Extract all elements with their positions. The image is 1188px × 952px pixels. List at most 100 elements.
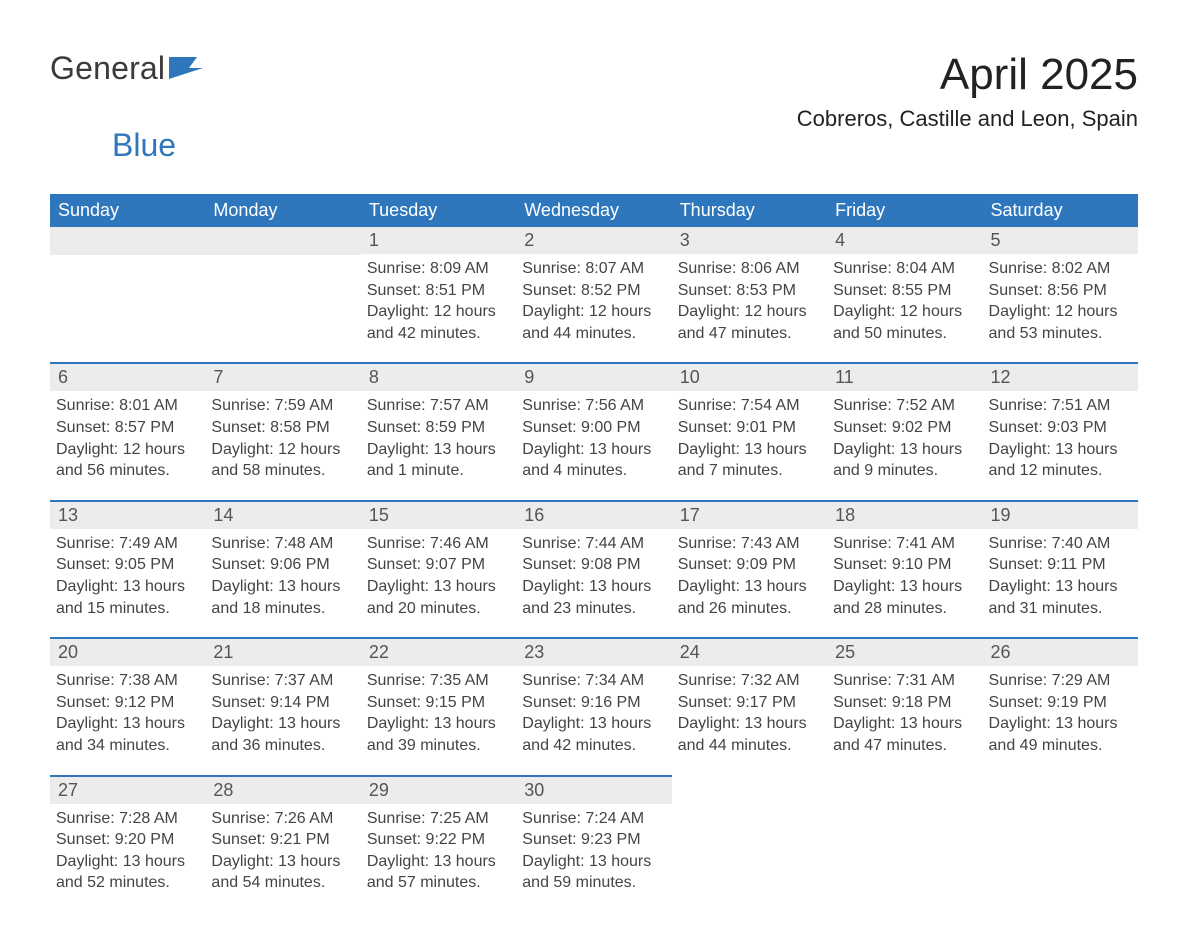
- sunset-text: Sunset: 8:58 PM: [211, 417, 354, 439]
- calendar-week-row: 13 Sunrise: 7:49 AMSunset: 9:05 PMDayligh…: [50, 501, 1138, 638]
- calendar-day-cell: 10 Sunrise: 7:54 AMSunset: 9:01 PMDayligh…: [672, 363, 827, 500]
- calendar-day-cell: 29Sunrise: 7:25 AMSunset: 9:22 PMDayligh…: [361, 776, 516, 912]
- calendar-day-cell: 26Sunrise: 7:29 AMSunset: 9:19 PMDayligh…: [983, 638, 1138, 775]
- day-details: Sunrise: 8:07 AMSunset: 8:52 PMDaylight:…: [522, 258, 665, 344]
- day-details: Sunrise: 7:40 AMSunset: 9:11 PMDaylight:…: [989, 533, 1132, 619]
- sunset-text: Sunset: 8:51 PM: [367, 280, 510, 302]
- calendar-day-cell: 22Sunrise: 7:35 AMSunset: 9:15 PMDayligh…: [361, 638, 516, 775]
- sunrise-text: Sunrise: 7:43 AM: [678, 533, 821, 555]
- day-details: Sunrise: 7:26 AMSunset: 9:21 PMDaylight:…: [211, 808, 354, 894]
- daylight-text: Daylight: 13 hours and 23 minutes.: [522, 576, 665, 619]
- calendar-day-cell: 13 Sunrise: 7:49 AMSunset: 9:05 PMDayligh…: [50, 501, 205, 638]
- daylight-text: Daylight: 13 hours and 12 minutes.: [989, 439, 1132, 482]
- day-details: Sunrise: 7:56 AMSunset: 9:00 PMDaylight:…: [522, 395, 665, 481]
- weekday-header: Friday: [827, 194, 982, 227]
- day-number: 25: [827, 639, 982, 666]
- sunset-text: Sunset: 9:03 PM: [989, 417, 1132, 439]
- day-number: 13: [50, 502, 205, 529]
- day-number: 14: [205, 502, 360, 529]
- day-number: [205, 227, 360, 255]
- sunset-text: Sunset: 8:59 PM: [367, 417, 510, 439]
- day-number: 2: [516, 227, 671, 254]
- daylight-text: Daylight: 13 hours and 44 minutes.: [678, 713, 821, 756]
- calendar-day-cell: 18 Sunrise: 7:41 AMSunset: 9:10 PMDayligh…: [827, 501, 982, 638]
- day-number: 24: [672, 639, 827, 666]
- calendar-day-cell: 24Sunrise: 7:32 AMSunset: 9:17 PMDayligh…: [672, 638, 827, 775]
- sunrise-text: Sunrise: 8:01 AM: [56, 395, 199, 417]
- calendar-day-cell: 17 Sunrise: 7:43 AMSunset: 9:09 PMDayligh…: [672, 501, 827, 638]
- day-number: 11: [827, 364, 982, 391]
- day-details: Sunrise: 7:37 AMSunset: 9:14 PMDaylight:…: [211, 670, 354, 756]
- day-number: 5: [983, 227, 1138, 254]
- calendar-day-cell: 6Sunrise: 8:01 AMSunset: 8:57 PMDaylight…: [50, 363, 205, 500]
- day-details: Sunrise: 7:59 AMSunset: 8:58 PMDaylight:…: [211, 395, 354, 481]
- day-details: Sunrise: 7:49 AMSunset: 9:05 PMDaylight:…: [56, 533, 199, 619]
- sunrise-text: Sunrise: 7:32 AM: [678, 670, 821, 692]
- calendar-day-cell: 3 Sunrise: 8:06 AMSunset: 8:53 PMDaylight…: [672, 227, 827, 363]
- calendar-week-row: 6Sunrise: 8:01 AMSunset: 8:57 PMDaylight…: [50, 363, 1138, 500]
- weekday-header: Wednesday: [516, 194, 671, 227]
- day-number: 21: [205, 639, 360, 666]
- sunset-text: Sunset: 9:12 PM: [56, 692, 199, 714]
- day-number: [983, 777, 1138, 805]
- sunset-text: Sunset: 9:19 PM: [989, 692, 1132, 714]
- sunrise-text: Sunrise: 7:52 AM: [833, 395, 976, 417]
- day-number: 28: [205, 777, 360, 804]
- daylight-text: Daylight: 12 hours and 56 minutes.: [56, 439, 199, 482]
- weekday-header: Tuesday: [361, 194, 516, 227]
- day-number: 9: [516, 364, 671, 391]
- day-number: 20: [50, 639, 205, 666]
- sunrise-text: Sunrise: 7:34 AM: [522, 670, 665, 692]
- sunrise-text: Sunrise: 7:29 AM: [989, 670, 1132, 692]
- sunset-text: Sunset: 9:00 PM: [522, 417, 665, 439]
- day-details: Sunrise: 7:48 AMSunset: 9:06 PMDaylight:…: [211, 533, 354, 619]
- brand-logo: General: [50, 50, 203, 87]
- daylight-text: Daylight: 12 hours and 44 minutes.: [522, 301, 665, 344]
- sunrise-text: Sunrise: 7:26 AM: [211, 808, 354, 830]
- sunrise-text: Sunrise: 7:28 AM: [56, 808, 199, 830]
- daylight-text: Daylight: 13 hours and 34 minutes.: [56, 713, 199, 756]
- location-subtitle: Cobreros, Castille and Leon, Spain: [797, 106, 1138, 132]
- day-number: 1: [361, 227, 516, 254]
- sunset-text: Sunset: 9:02 PM: [833, 417, 976, 439]
- calendar-day-cell: 9 Sunrise: 7:56 AMSunset: 9:00 PMDaylight…: [516, 363, 671, 500]
- daylight-text: Daylight: 12 hours and 58 minutes.: [211, 439, 354, 482]
- flag-icon: [169, 50, 203, 87]
- day-details: Sunrise: 7:43 AMSunset: 9:09 PMDaylight:…: [678, 533, 821, 619]
- sunset-text: Sunset: 9:16 PM: [522, 692, 665, 714]
- daylight-text: Daylight: 12 hours and 50 minutes.: [833, 301, 976, 344]
- day-number: 18: [827, 502, 982, 529]
- day-number: 19: [983, 502, 1138, 529]
- day-details: Sunrise: 7:29 AMSunset: 9:19 PMDaylight:…: [989, 670, 1132, 756]
- sunset-text: Sunset: 9:14 PM: [211, 692, 354, 714]
- calendar-day-cell: 23Sunrise: 7:34 AMSunset: 9:16 PMDayligh…: [516, 638, 671, 775]
- sunset-text: Sunset: 9:21 PM: [211, 829, 354, 851]
- sunrise-text: Sunrise: 7:44 AM: [522, 533, 665, 555]
- daylight-text: Daylight: 13 hours and 49 minutes.: [989, 713, 1132, 756]
- day-number: 6: [50, 364, 205, 391]
- sunset-text: Sunset: 9:06 PM: [211, 554, 354, 576]
- weekday-header: Monday: [205, 194, 360, 227]
- sunrise-text: Sunrise: 7:40 AM: [989, 533, 1132, 555]
- weekday-header: Sunday: [50, 194, 205, 227]
- sunset-text: Sunset: 9:07 PM: [367, 554, 510, 576]
- day-number: 3: [672, 227, 827, 254]
- day-details: Sunrise: 8:06 AMSunset: 8:53 PMDaylight:…: [678, 258, 821, 344]
- day-details: Sunrise: 7:31 AMSunset: 9:18 PMDaylight:…: [833, 670, 976, 756]
- day-number: 17: [672, 502, 827, 529]
- day-number: 8: [361, 364, 516, 391]
- day-details: Sunrise: 7:54 AMSunset: 9:01 PMDaylight:…: [678, 395, 821, 481]
- sunset-text: Sunset: 9:08 PM: [522, 554, 665, 576]
- day-details: Sunrise: 7:41 AMSunset: 9:10 PMDaylight:…: [833, 533, 976, 619]
- daylight-text: Daylight: 13 hours and 39 minutes.: [367, 713, 510, 756]
- calendar-day-cell: [827, 776, 982, 912]
- sunrise-text: Sunrise: 7:35 AM: [367, 670, 510, 692]
- day-number: 10: [672, 364, 827, 391]
- sunset-text: Sunset: 9:05 PM: [56, 554, 199, 576]
- day-details: Sunrise: 7:28 AMSunset: 9:20 PMDaylight:…: [56, 808, 199, 894]
- daylight-text: Daylight: 13 hours and 26 minutes.: [678, 576, 821, 619]
- sunrise-text: Sunrise: 8:06 AM: [678, 258, 821, 280]
- calendar-day-cell: 27Sunrise: 7:28 AMSunset: 9:20 PMDayligh…: [50, 776, 205, 912]
- day-number: [672, 777, 827, 805]
- calendar-day-cell: 21 Sunrise: 7:37 AMSunset: 9:14 PMDayligh…: [205, 638, 360, 775]
